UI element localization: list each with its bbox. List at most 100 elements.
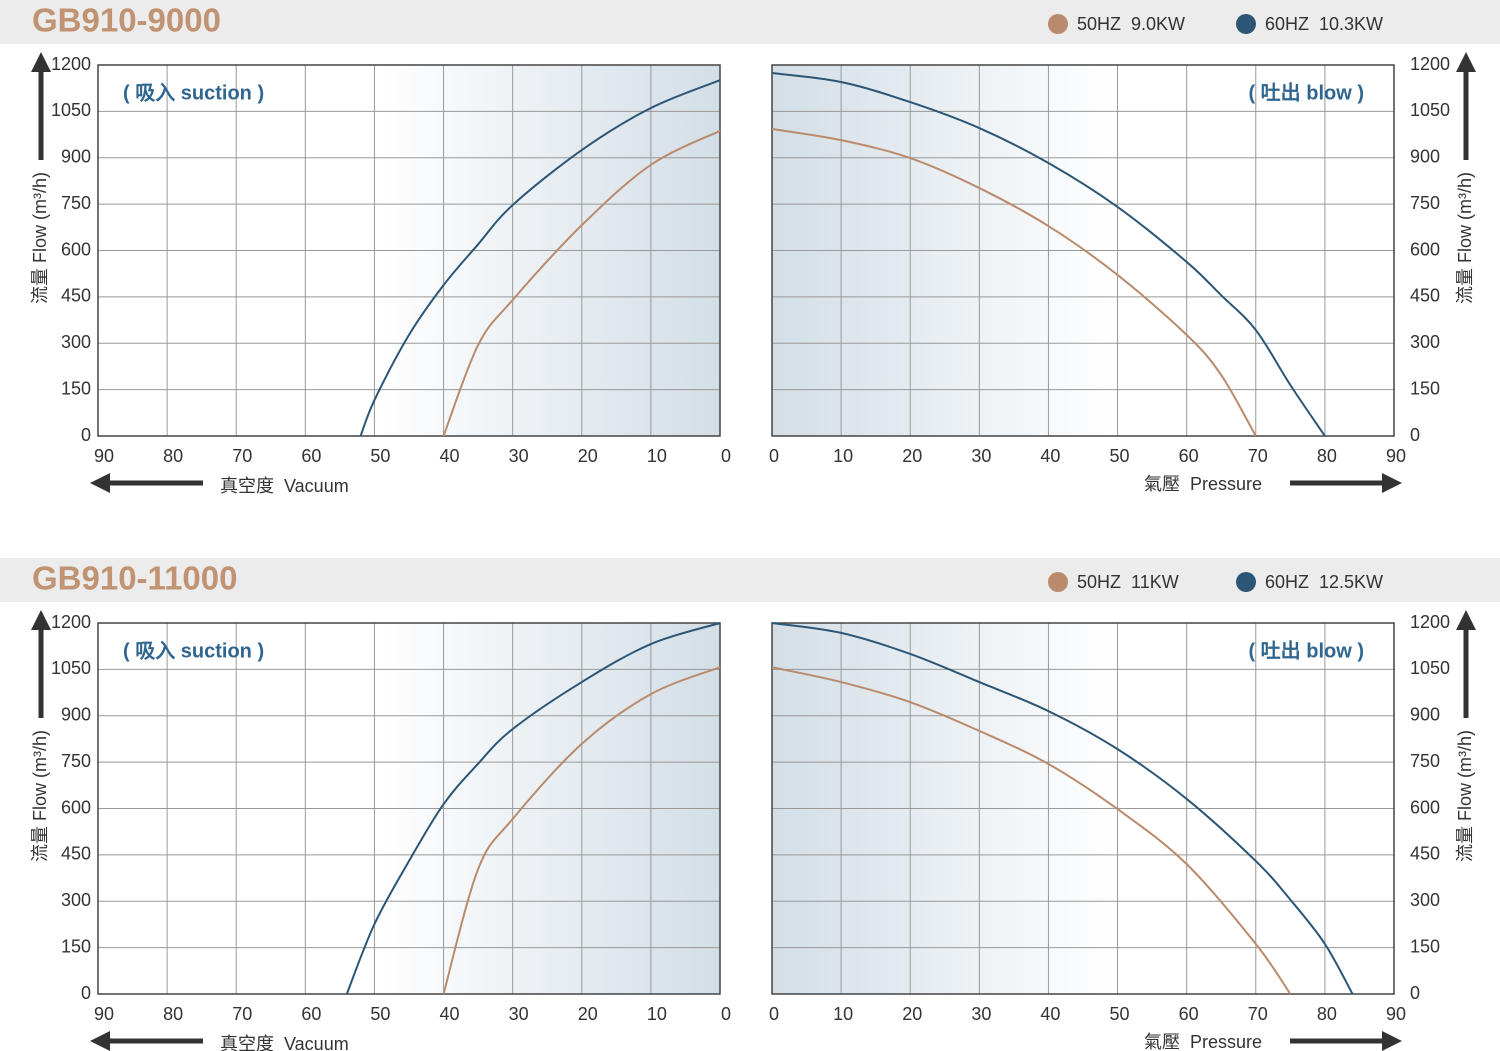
plot-frame <box>97 64 721 437</box>
panel-annotation: ( 吐出 blow ) <box>1248 81 1364 104</box>
plot-frame <box>771 622 1395 995</box>
y-tick-label: 450 <box>61 286 91 306</box>
x-tick-label: 50 <box>370 446 390 466</box>
y-tick-label: 0 <box>1410 983 1420 1003</box>
x-tick-label: 70 <box>232 446 252 466</box>
legend-label: 60HZ 10.3KW <box>1265 14 1383 34</box>
x-tick-label: 0 <box>721 446 731 466</box>
x-tick-label: 90 <box>94 446 114 466</box>
y-tick-label: 900 <box>1410 705 1440 725</box>
y-tick-label: 1050 <box>1410 658 1450 678</box>
y-tick-label: 750 <box>1410 193 1440 213</box>
x-tick-label: 80 <box>1317 1004 1337 1024</box>
y-tick-label: 750 <box>1410 751 1440 771</box>
x-axis-label: 真空度 Vacuum <box>220 476 349 496</box>
x-axis-label: 真空度 Vacuum <box>220 1034 349 1051</box>
model-title: GB910-9000 <box>32 2 221 39</box>
x-tick-label: 10 <box>833 446 853 466</box>
y-tick-label: 900 <box>61 705 91 725</box>
y-axis-label: 流量 Flow (m³/h) <box>1455 172 1475 304</box>
y-tick-label: 150 <box>61 936 91 956</box>
legend-label: 50HZ 11KW <box>1077 572 1179 592</box>
y-axis-label: 流量 Flow (m³/h) <box>30 172 50 304</box>
x-tick-label: 50 <box>370 1004 390 1024</box>
flow-curve <box>771 128 1257 437</box>
x-tick-label: 60 <box>301 446 321 466</box>
panel-annotation: ( 吐出 blow ) <box>1248 639 1364 662</box>
y-tick-label: 150 <box>61 378 91 398</box>
legend-label: 50HZ 9.0KW <box>1077 14 1185 34</box>
y-tick-label: 450 <box>61 844 91 864</box>
x-tick-label: 20 <box>578 446 598 466</box>
x-tick-label: 0 <box>769 446 779 466</box>
legend-dot <box>1236 572 1256 592</box>
x-tick-label: 40 <box>1040 446 1060 466</box>
y-tick-label: 900 <box>1410 147 1440 167</box>
y-tick-label: 300 <box>61 890 91 910</box>
flow-curve <box>442 666 721 995</box>
x-tick-label: 70 <box>1248 446 1268 466</box>
legend-label: 60HZ 12.5KW <box>1265 572 1383 592</box>
x-tick-label: 80 <box>1317 446 1337 466</box>
x-tick-label: 70 <box>232 1004 252 1024</box>
x-tick-label: 10 <box>647 446 667 466</box>
y-tick-label: 1050 <box>1410 100 1450 120</box>
x-tick-label: 60 <box>1179 1004 1199 1024</box>
flow-curve <box>359 79 721 437</box>
x-tick-label: 80 <box>163 446 183 466</box>
panel-annotation: ( 吸入 suction ) <box>123 639 264 662</box>
y-tick-label: 1200 <box>1410 54 1450 74</box>
x-tick-label: 70 <box>1248 1004 1268 1024</box>
panel-annotation: ( 吸入 suction ) <box>123 81 264 104</box>
x-tick-label: 30 <box>509 1004 529 1024</box>
x-tick-label: 90 <box>94 1004 114 1024</box>
y-tick-label: 150 <box>1410 936 1440 956</box>
flow-curve <box>771 666 1292 995</box>
y-tick-label: 450 <box>1410 286 1440 306</box>
y-tick-label: 300 <box>1410 890 1440 910</box>
flow-curve <box>771 72 1326 437</box>
y-tick-label: 1200 <box>51 54 91 74</box>
x-axis-label: 氣壓 Pressure <box>1144 1032 1262 1051</box>
y-tick-label: 1200 <box>51 612 91 632</box>
y-tick-label: 0 <box>81 425 91 445</box>
y-tick-label: 150 <box>1410 378 1440 398</box>
y-axis-label: 流量 Flow (m³/h) <box>30 730 50 862</box>
legend-dot <box>1048 14 1068 34</box>
x-tick-label: 20 <box>578 1004 598 1024</box>
x-tick-label: 30 <box>509 446 529 466</box>
x-tick-label: 20 <box>902 446 922 466</box>
y-tick-label: 300 <box>61 332 91 352</box>
y-tick-label: 600 <box>61 239 91 259</box>
flow-curve <box>345 622 721 995</box>
x-tick-label: 0 <box>769 1004 779 1024</box>
x-axis-label: 氣壓 Pressure <box>1144 474 1262 494</box>
x-tick-label: 20 <box>902 1004 922 1024</box>
x-tick-label: 60 <box>301 1004 321 1024</box>
y-tick-label: 300 <box>1410 332 1440 352</box>
flow-curve <box>442 129 721 437</box>
x-tick-label: 10 <box>647 1004 667 1024</box>
legend-dot <box>1236 14 1256 34</box>
x-tick-label: 0 <box>721 1004 731 1024</box>
x-tick-label: 10 <box>833 1004 853 1024</box>
y-axis-label: 流量 Flow (m³/h) <box>1455 730 1475 862</box>
plot-frame <box>97 622 721 995</box>
y-tick-label: 1050 <box>51 100 91 120</box>
y-tick-label: 750 <box>61 193 91 213</box>
y-tick-label: 750 <box>61 751 91 771</box>
model-section: GB910-9000 50HZ 9.0KW 60HZ 10.3KW 90 80 70 60 5… <box>0 0 1500 496</box>
plot-frame <box>771 64 1395 437</box>
x-tick-label: 90 <box>1386 1004 1406 1024</box>
y-tick-label: 1200 <box>1410 612 1450 632</box>
x-tick-label: 90 <box>1386 446 1406 466</box>
x-tick-label: 60 <box>1179 446 1199 466</box>
y-tick-label: 600 <box>1410 797 1440 817</box>
legend-dot <box>1048 572 1068 592</box>
x-tick-label: 40 <box>440 1004 460 1024</box>
y-tick-label: 600 <box>61 797 91 817</box>
y-tick-label: 900 <box>61 147 91 167</box>
y-tick-label: 450 <box>1410 844 1440 864</box>
x-tick-label: 40 <box>440 446 460 466</box>
x-tick-label: 40 <box>1040 1004 1060 1024</box>
